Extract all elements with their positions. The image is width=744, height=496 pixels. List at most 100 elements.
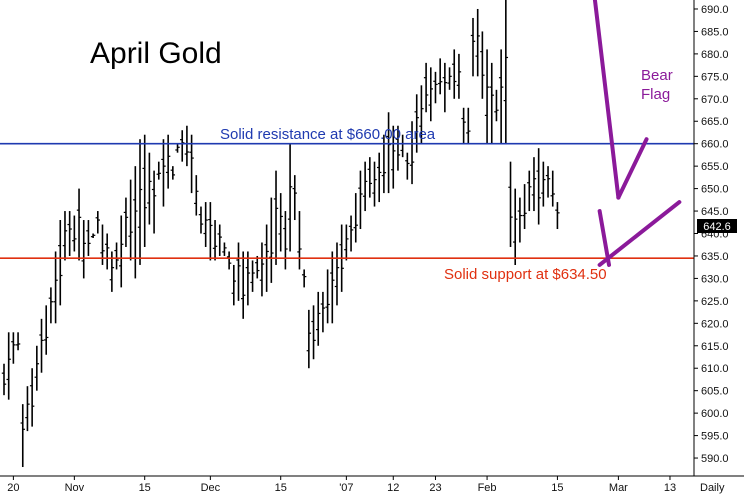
x-tick-label: 13 [664, 482, 676, 494]
price-bar [128, 179, 133, 261]
y-tick-label: 665.0 [701, 116, 729, 128]
y-tick-label: 675.0 [701, 71, 729, 83]
price-bar [72, 215, 77, 252]
price-bar [259, 242, 265, 297]
price-bar [104, 233, 110, 270]
price-bar [53, 251, 58, 324]
price-bar [198, 206, 204, 234]
y-axis-ticks: 590.0 595.0 600.0 605.0 610.0 615.0 620.0 625.0… [694, 4, 729, 465]
price-bar [461, 107, 466, 144]
price-bar [269, 197, 274, 283]
price-bar [423, 62, 429, 113]
price-bar [494, 89, 499, 122]
chart-title: April Gold [90, 37, 222, 70]
price-bar [86, 220, 91, 256]
price-bar [273, 170, 279, 265]
price-bar [137, 139, 143, 265]
price-bar [208, 202, 213, 261]
price-bar [452, 49, 457, 99]
frequency-label: Daily [700, 482, 725, 494]
x-tick-label: Dec [201, 482, 221, 494]
price-bar [231, 264, 237, 306]
price-bar [151, 170, 157, 234]
price-bar [358, 170, 363, 230]
price-bar [20, 404, 25, 468]
price-bar [334, 242, 340, 306]
price-bar [470, 17, 476, 77]
price-bar [217, 224, 222, 256]
bear-flag-label-line1: Bear [641, 67, 673, 84]
price-bar [287, 143, 293, 252]
y-tick-label: 690.0 [701, 4, 729, 16]
price-bar [76, 188, 82, 261]
bear-flag-line [616, 137, 649, 200]
price-bar [545, 166, 551, 198]
price-bar [283, 211, 288, 270]
y-tick-label: 635.0 [701, 251, 729, 263]
price-bar [6, 332, 11, 400]
price-bar [475, 8, 480, 77]
price-bar [311, 305, 316, 360]
price-bar [34, 345, 40, 391]
price-bar [517, 197, 523, 243]
bear-flag-label-line2: Flag [641, 86, 670, 103]
price-bar [325, 269, 330, 324]
x-tick-label: Feb [478, 482, 497, 494]
y-tick-label: 680.0 [701, 49, 729, 61]
x-tick-label: 15 [275, 482, 287, 494]
y-tick-label: 625.0 [701, 296, 729, 308]
price-bar [428, 67, 433, 122]
price-bar [437, 58, 443, 95]
price-bar [48, 287, 54, 324]
price-bar [480, 31, 485, 99]
price-bar [29, 368, 35, 427]
price-bar [222, 242, 227, 256]
price-bar [90, 233, 96, 238]
price-bar [175, 143, 180, 153]
x-tick-label: Nov [65, 482, 85, 494]
price-bar [62, 211, 68, 261]
price-bar [306, 309, 312, 369]
price-bar [536, 148, 541, 225]
price-bar [489, 62, 494, 144]
price-bar [123, 197, 129, 247]
x-tick-label: 15 [551, 482, 563, 494]
x-tick-label: 12 [387, 482, 399, 494]
y-tick-label: 660.0 [701, 139, 729, 151]
price-bar [119, 215, 124, 288]
price-bar [95, 211, 100, 234]
bear-flag-line [592, 0, 621, 200]
price-bar [133, 166, 138, 279]
x-axis-ticks: 20 Nov 15 Dec 15 '07 12 23 Feb 15 Mar 13 [7, 476, 676, 494]
y-tick-label: 655.0 [701, 161, 729, 173]
x-tick-label: 15 [139, 482, 151, 494]
price-bar [386, 112, 391, 194]
price-bar [1, 363, 7, 396]
price-bar [362, 161, 368, 212]
bear-flag-trendlines [592, 0, 682, 267]
price-bar [484, 49, 490, 144]
price-bar [255, 255, 260, 279]
price-bar [301, 269, 307, 288]
price-bar [114, 242, 119, 270]
y-tick-label: 685.0 [701, 26, 729, 38]
x-tick-label: 20 [7, 482, 19, 494]
price-bar [531, 157, 537, 212]
price-bar [442, 62, 448, 113]
price-bar [250, 260, 255, 292]
price-bar [226, 251, 232, 270]
price-bar [44, 305, 49, 355]
price-bar [297, 211, 302, 270]
price-bar [67, 211, 72, 256]
price-bar [39, 318, 44, 373]
price-bar [240, 251, 246, 319]
price-bar [456, 53, 462, 99]
last-price-value: 642.6 [703, 221, 731, 233]
price-bar [508, 161, 513, 247]
price-bar [278, 193, 283, 252]
price-bar [316, 291, 321, 346]
price-bar [395, 125, 401, 171]
price-bar [292, 175, 297, 221]
price-bar [372, 161, 377, 207]
